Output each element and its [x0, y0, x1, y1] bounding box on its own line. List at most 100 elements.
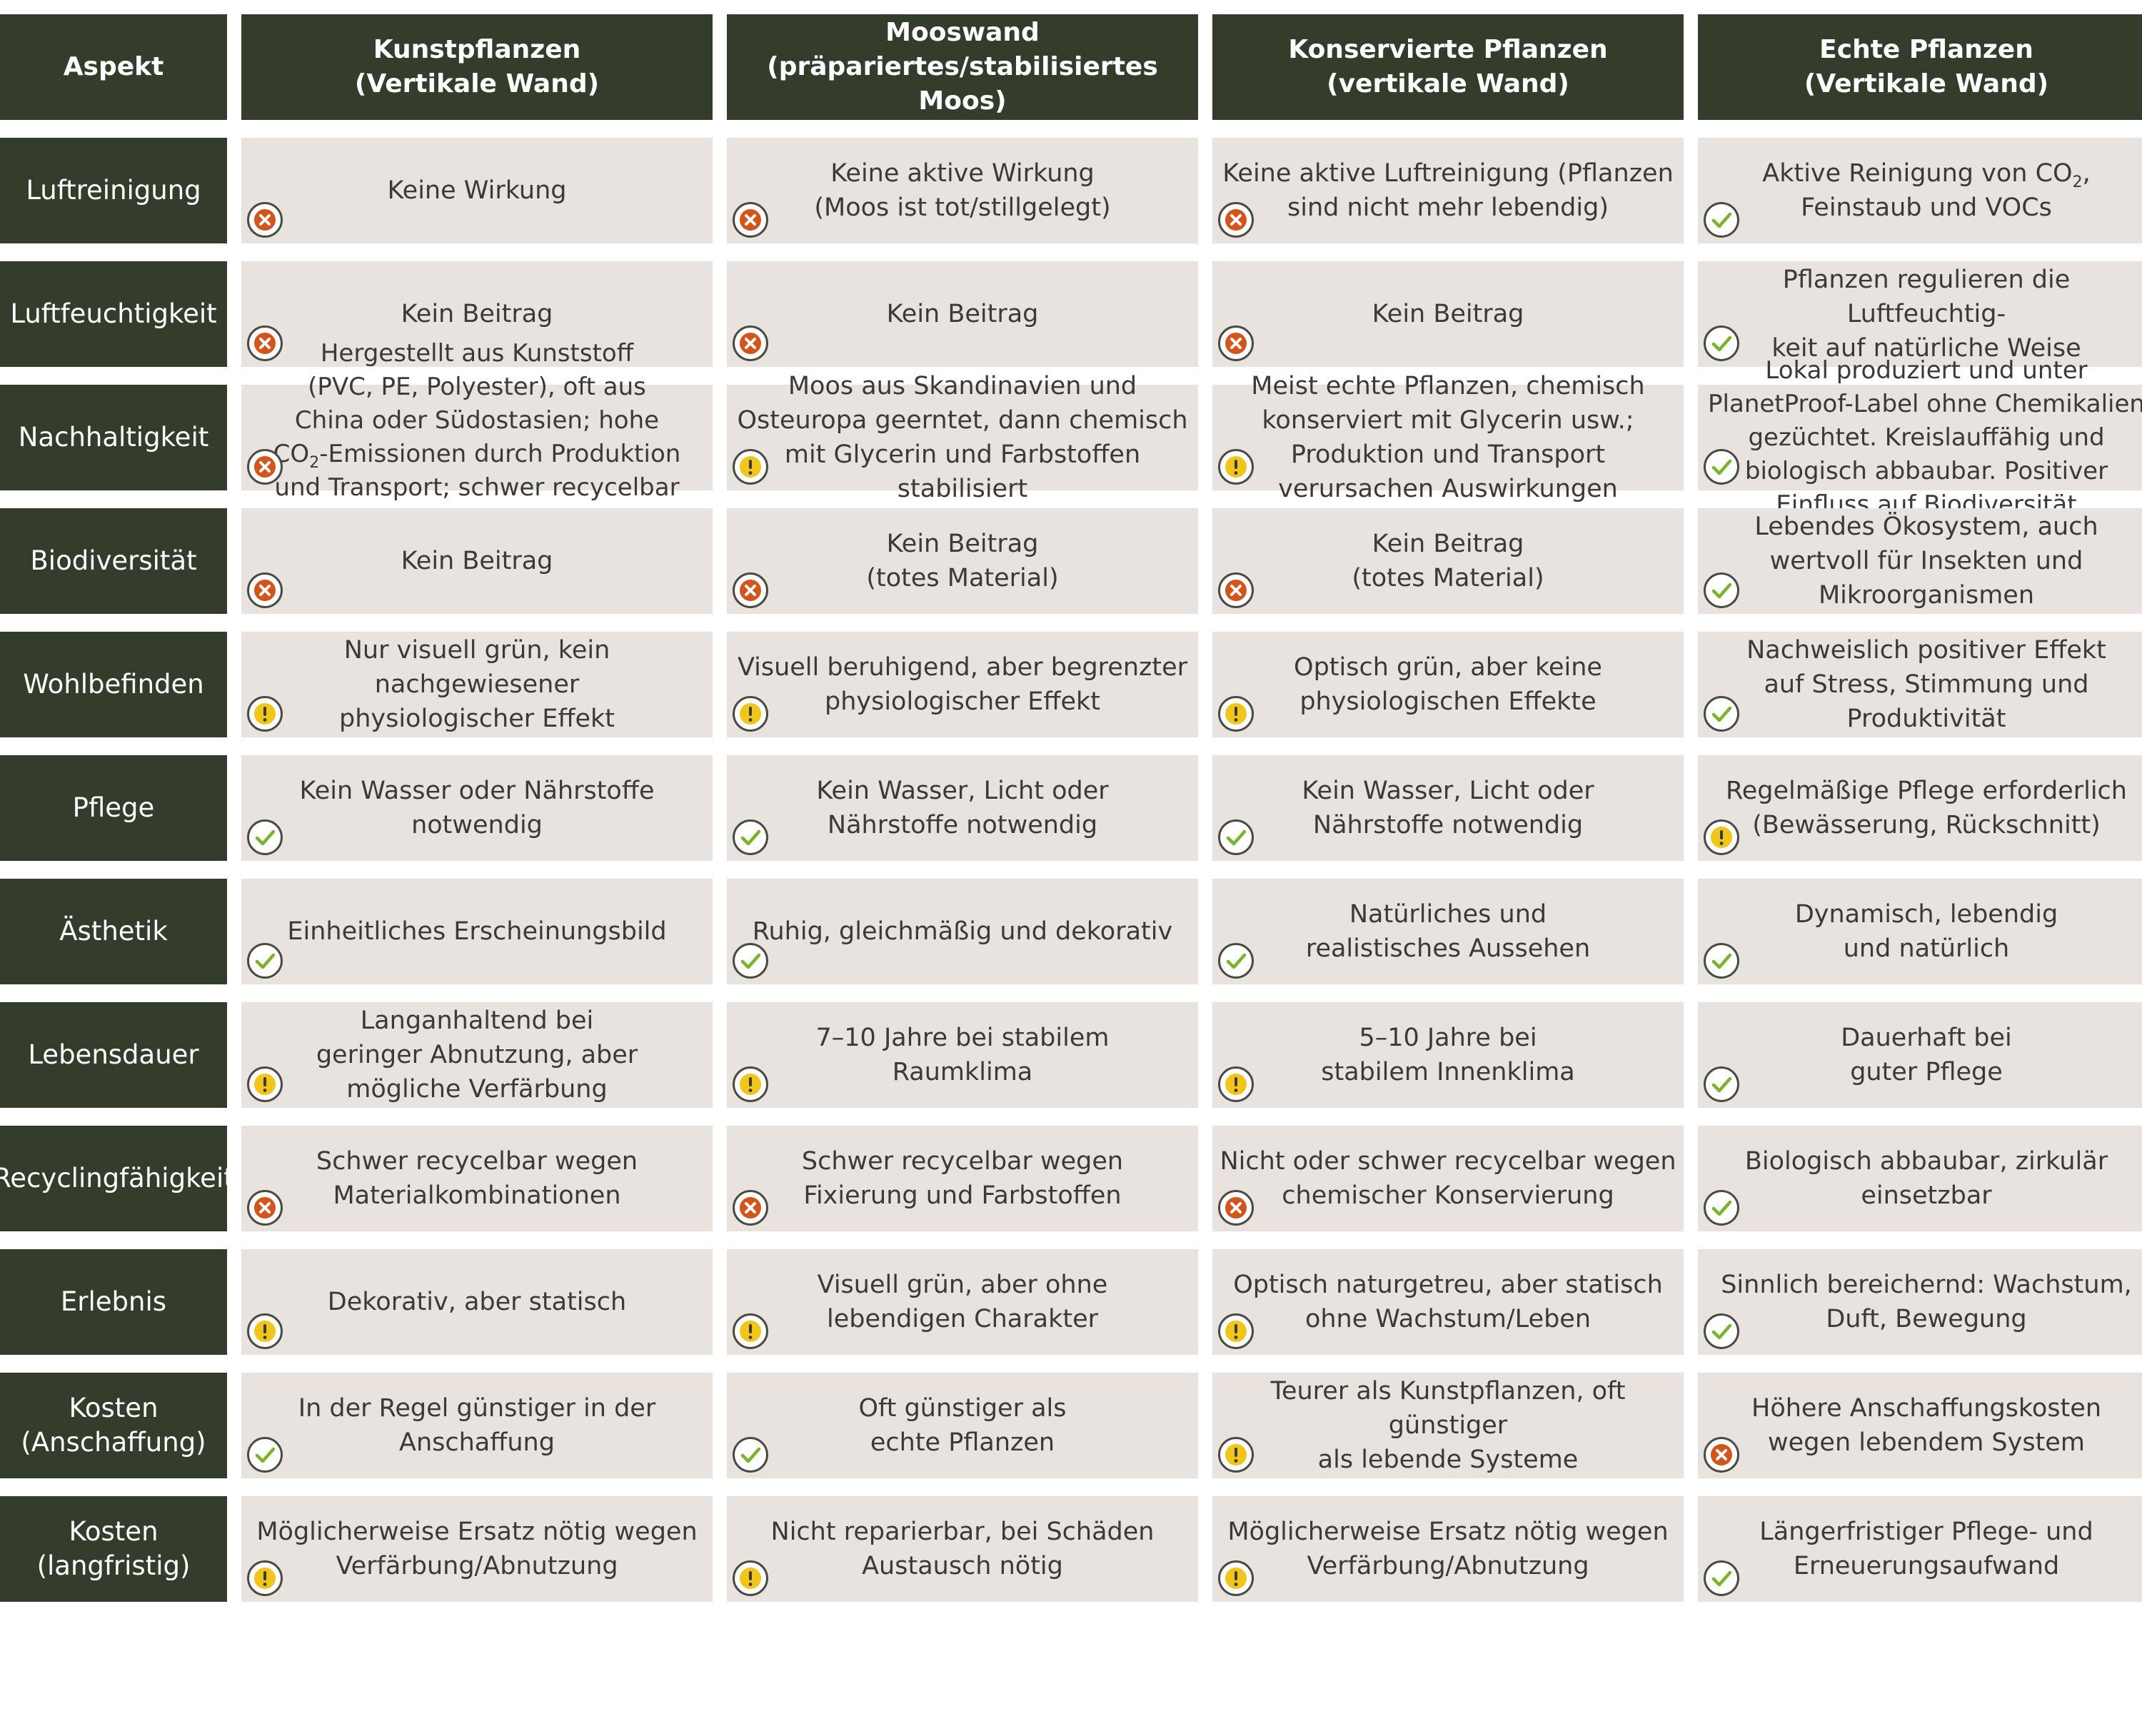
cell-text-line: Visuell grün, aber ohne — [817, 1271, 1108, 1299]
check-icon — [1704, 1066, 1739, 1102]
cell-kunstpflanzen: Schwer recycelbar wegen Materialkombinati… — [241, 1126, 713, 1231]
cell-text-line: Langanhaltend bei — [360, 1006, 594, 1035]
cell-text: Nachweislich positiver Effekt auf Stress,… — [1746, 633, 2106, 736]
cross-icon — [1704, 1437, 1739, 1473]
cell-echte-pflanzen: Biologisch abbaubar, zirkulär einsetzbar — [1698, 1126, 2142, 1231]
cell-text-line: echte Pflanzen — [870, 1428, 1055, 1457]
cell-text-line: Kein Beitrag — [1372, 300, 1524, 328]
header-mooswand: Mooswand (präpariertes/stabilisiertes Mo… — [727, 14, 1198, 120]
cross-icon — [247, 1190, 283, 1226]
cell-konservierte-pflanzen: Kein Beitrag — [1212, 261, 1684, 367]
warning-icon — [1218, 696, 1254, 732]
cell-text: Nur visuell grün, kein nachgewiesener phy… — [244, 633, 710, 736]
cell-text-line: als lebende Systeme — [1317, 1445, 1579, 1474]
cell-echte-pflanzen: Regelmäßige Pflege erforderlich (Bewässer… — [1698, 755, 2142, 861]
cell-konservierte-pflanzen: Keine aktive Luftreinigung (Pflanzen sind… — [1212, 138, 1684, 243]
cell-text-line: konserviert mit Glycerin usw.; — [1262, 406, 1634, 435]
cell-konservierte-pflanzen: Möglicherweise Ersatz nötig wegen Verfärb… — [1212, 1496, 1684, 1602]
cell-text-line: Biologisch abbaubar, zirkulär — [1744, 1147, 2108, 1176]
cell-konservierte-pflanzen: Nicht oder schwer recycelbar wegen chemis… — [1212, 1126, 1684, 1231]
cell-text-line: Austausch nötig — [862, 1552, 1063, 1580]
cell-text-line: Schwer recycelbar wegen — [801, 1147, 1124, 1176]
cell-text-line: stabilisiert — [897, 475, 1028, 503]
cell-text-line: gezüchtet. Kreislauffähig und — [1748, 423, 2105, 452]
header-line1: Mooswand — [885, 18, 1040, 47]
cell-kunstpflanzen: Langanhaltend bei geringer Abnutzung, abe… — [241, 1002, 713, 1108]
cell-text-line: (Bewässerung, Rückschnitt) — [1752, 811, 2101, 839]
check-icon — [247, 943, 283, 979]
cell-text-line: Ruhig, gleichmäßig und dekorativ — [752, 917, 1173, 946]
cell-text: Schwer recycelbar wegen Materialkombinati… — [316, 1144, 638, 1213]
cell-text: Höhere Anschaffungskosten wegen lebendem … — [1751, 1391, 2101, 1460]
aspect-label: (langfristig) — [36, 1550, 191, 1581]
aspect-label: Nachhaltigkeit — [18, 422, 209, 453]
cross-icon — [733, 326, 768, 361]
cell-text-line: (totes Material) — [1352, 564, 1544, 592]
cell-kunstpflanzen: Keine Wirkung — [241, 138, 713, 243]
cell-text-line: Raumklima — [892, 1058, 1033, 1086]
cell-text-line: und Transport; schwer recycelbar — [274, 473, 680, 502]
cell-text: Aktive Reinigung von CO2, Feinstaub und V… — [1762, 156, 2090, 225]
warning-icon — [1218, 1313, 1254, 1349]
warning-icon — [733, 1066, 768, 1102]
cell-kunstpflanzen: Nur visuell grün, kein nachgewiesener phy… — [241, 632, 713, 737]
cell-text-line: In der Regel günstiger in der — [298, 1394, 656, 1423]
cell-kunstpflanzen: Kein Beitrag — [241, 508, 713, 614]
cell-text-line: Produktion und Transport — [1290, 440, 1606, 469]
aspect-label-cell: Luftfeuchtigkeit — [0, 261, 227, 367]
cell-kunstpflanzen: Kein Beitrag — [241, 261, 713, 367]
header-echte-pflanzen: Echte Pflanzen (Vertikale Wand) — [1698, 14, 2142, 120]
cell-text-line: China oder Südostasien; hohe — [294, 406, 660, 435]
cell-text: Kein Beitrag — [887, 297, 1039, 331]
cell-text: Natürliches und realistisches Aussehen — [1306, 897, 1590, 966]
cell-text: Einheitliches Erscheinungsbild — [287, 914, 666, 949]
cell-text-line: Kein Beitrag — [401, 300, 553, 328]
aspect-label-cell: Kosten (Anschaffung) — [0, 1373, 227, 1478]
cell-mooswand: Oft günstiger als echte Pflanzen — [727, 1373, 1198, 1478]
cell-text-line: mögliche Verfärbung — [346, 1075, 608, 1104]
cell-text-line: Nährstoffe notwendig — [1312, 811, 1584, 839]
cell-text-line: Osteuropa geerntet, dann chemisch — [737, 406, 1188, 435]
cell-text-line: Keine Wirkung — [387, 176, 567, 205]
cell-text-line: Verfärbung/Abnutzung — [1307, 1552, 1589, 1580]
cell-text-line: und natürlich — [1843, 934, 2010, 963]
cell-echte-pflanzen: Pflanzen regulieren die Luftfeuchtig-kei… — [1698, 261, 2142, 367]
cell-text: Möglicherweise Ersatz nötig wegen Verfärb… — [1227, 1515, 1668, 1583]
aspect-label: Erlebnis — [60, 1286, 167, 1317]
check-icon — [247, 1437, 283, 1473]
aspect-label-cell: Recyclingfähigkeit — [0, 1126, 234, 1231]
cell-text-line: Duft, Bewegung — [1826, 1305, 2027, 1333]
cell-mooswand: Schwer recycelbar wegen Fixierung und Far… — [727, 1126, 1198, 1231]
cell-text: Oft günstiger als echte Pflanzen — [858, 1391, 1066, 1460]
cell-text-line: verursachen Auswirkungen — [1278, 475, 1618, 503]
warning-icon — [1704, 819, 1739, 855]
aspect-label-cell: Luftreinigung — [0, 138, 227, 243]
aspect-label-cell: Biodiversität — [0, 508, 227, 614]
cell-echte-pflanzen: Dauerhaft bei guter Pflege — [1698, 1002, 2142, 1108]
cell-text-line: wegen lebendem System — [1768, 1428, 2085, 1457]
cell-text: Schwer recycelbar wegen Fixierung und Far… — [802, 1144, 1123, 1213]
cross-icon — [1218, 1190, 1254, 1226]
cell-text-line: Materialkombinationen — [333, 1181, 621, 1210]
cross-icon — [733, 1190, 768, 1226]
cell-echte-pflanzen: Längerfristiger Pflege- und Erneuerungsau… — [1698, 1496, 2142, 1602]
cell-text-line: Dauerhaft bei — [1841, 1024, 2012, 1052]
cell-text-line: stabilem Innenklima — [1321, 1058, 1575, 1086]
check-icon — [733, 1437, 768, 1473]
cell-text-line: Nicht reparierbar, bei Schäden — [770, 1518, 1155, 1546]
cell-echte-pflanzen: Lebendes Ökosystem, auch wertvoll für Ins… — [1698, 508, 2142, 614]
warning-icon — [247, 1313, 283, 1349]
aspect-label: Luftreinigung — [26, 175, 201, 206]
cell-echte-pflanzen: Sinnlich bereichernd: Wachstum, Duft, Bew… — [1698, 1249, 2142, 1355]
check-icon — [1704, 202, 1739, 238]
cell-kunstpflanzen: Einheitliches Erscheinungsbild — [241, 879, 713, 984]
cell-text-line: Kein Beitrag — [886, 300, 1039, 328]
cell-mooswand: Visuell beruhigend, aber begrenzter physi… — [727, 632, 1198, 737]
cell-text-line: guter Pflege — [1850, 1058, 2003, 1086]
cell-echte-pflanzen: Lokal produziert und unter PlanetProof-La… — [1698, 356, 2142, 519]
cell-konservierte-pflanzen: Optisch grün, aber keine physiologischen … — [1212, 632, 1684, 737]
cell-text: Lebendes Ökosystem, auch wertvoll für Ins… — [1754, 510, 2098, 612]
cell-text-line: Moos aus Skandinavien und — [788, 372, 1137, 400]
cell-text-line: Keine aktive Wirkung — [830, 159, 1095, 188]
cell-text-line: Hergestellt aus Kunststoff — [320, 339, 634, 368]
